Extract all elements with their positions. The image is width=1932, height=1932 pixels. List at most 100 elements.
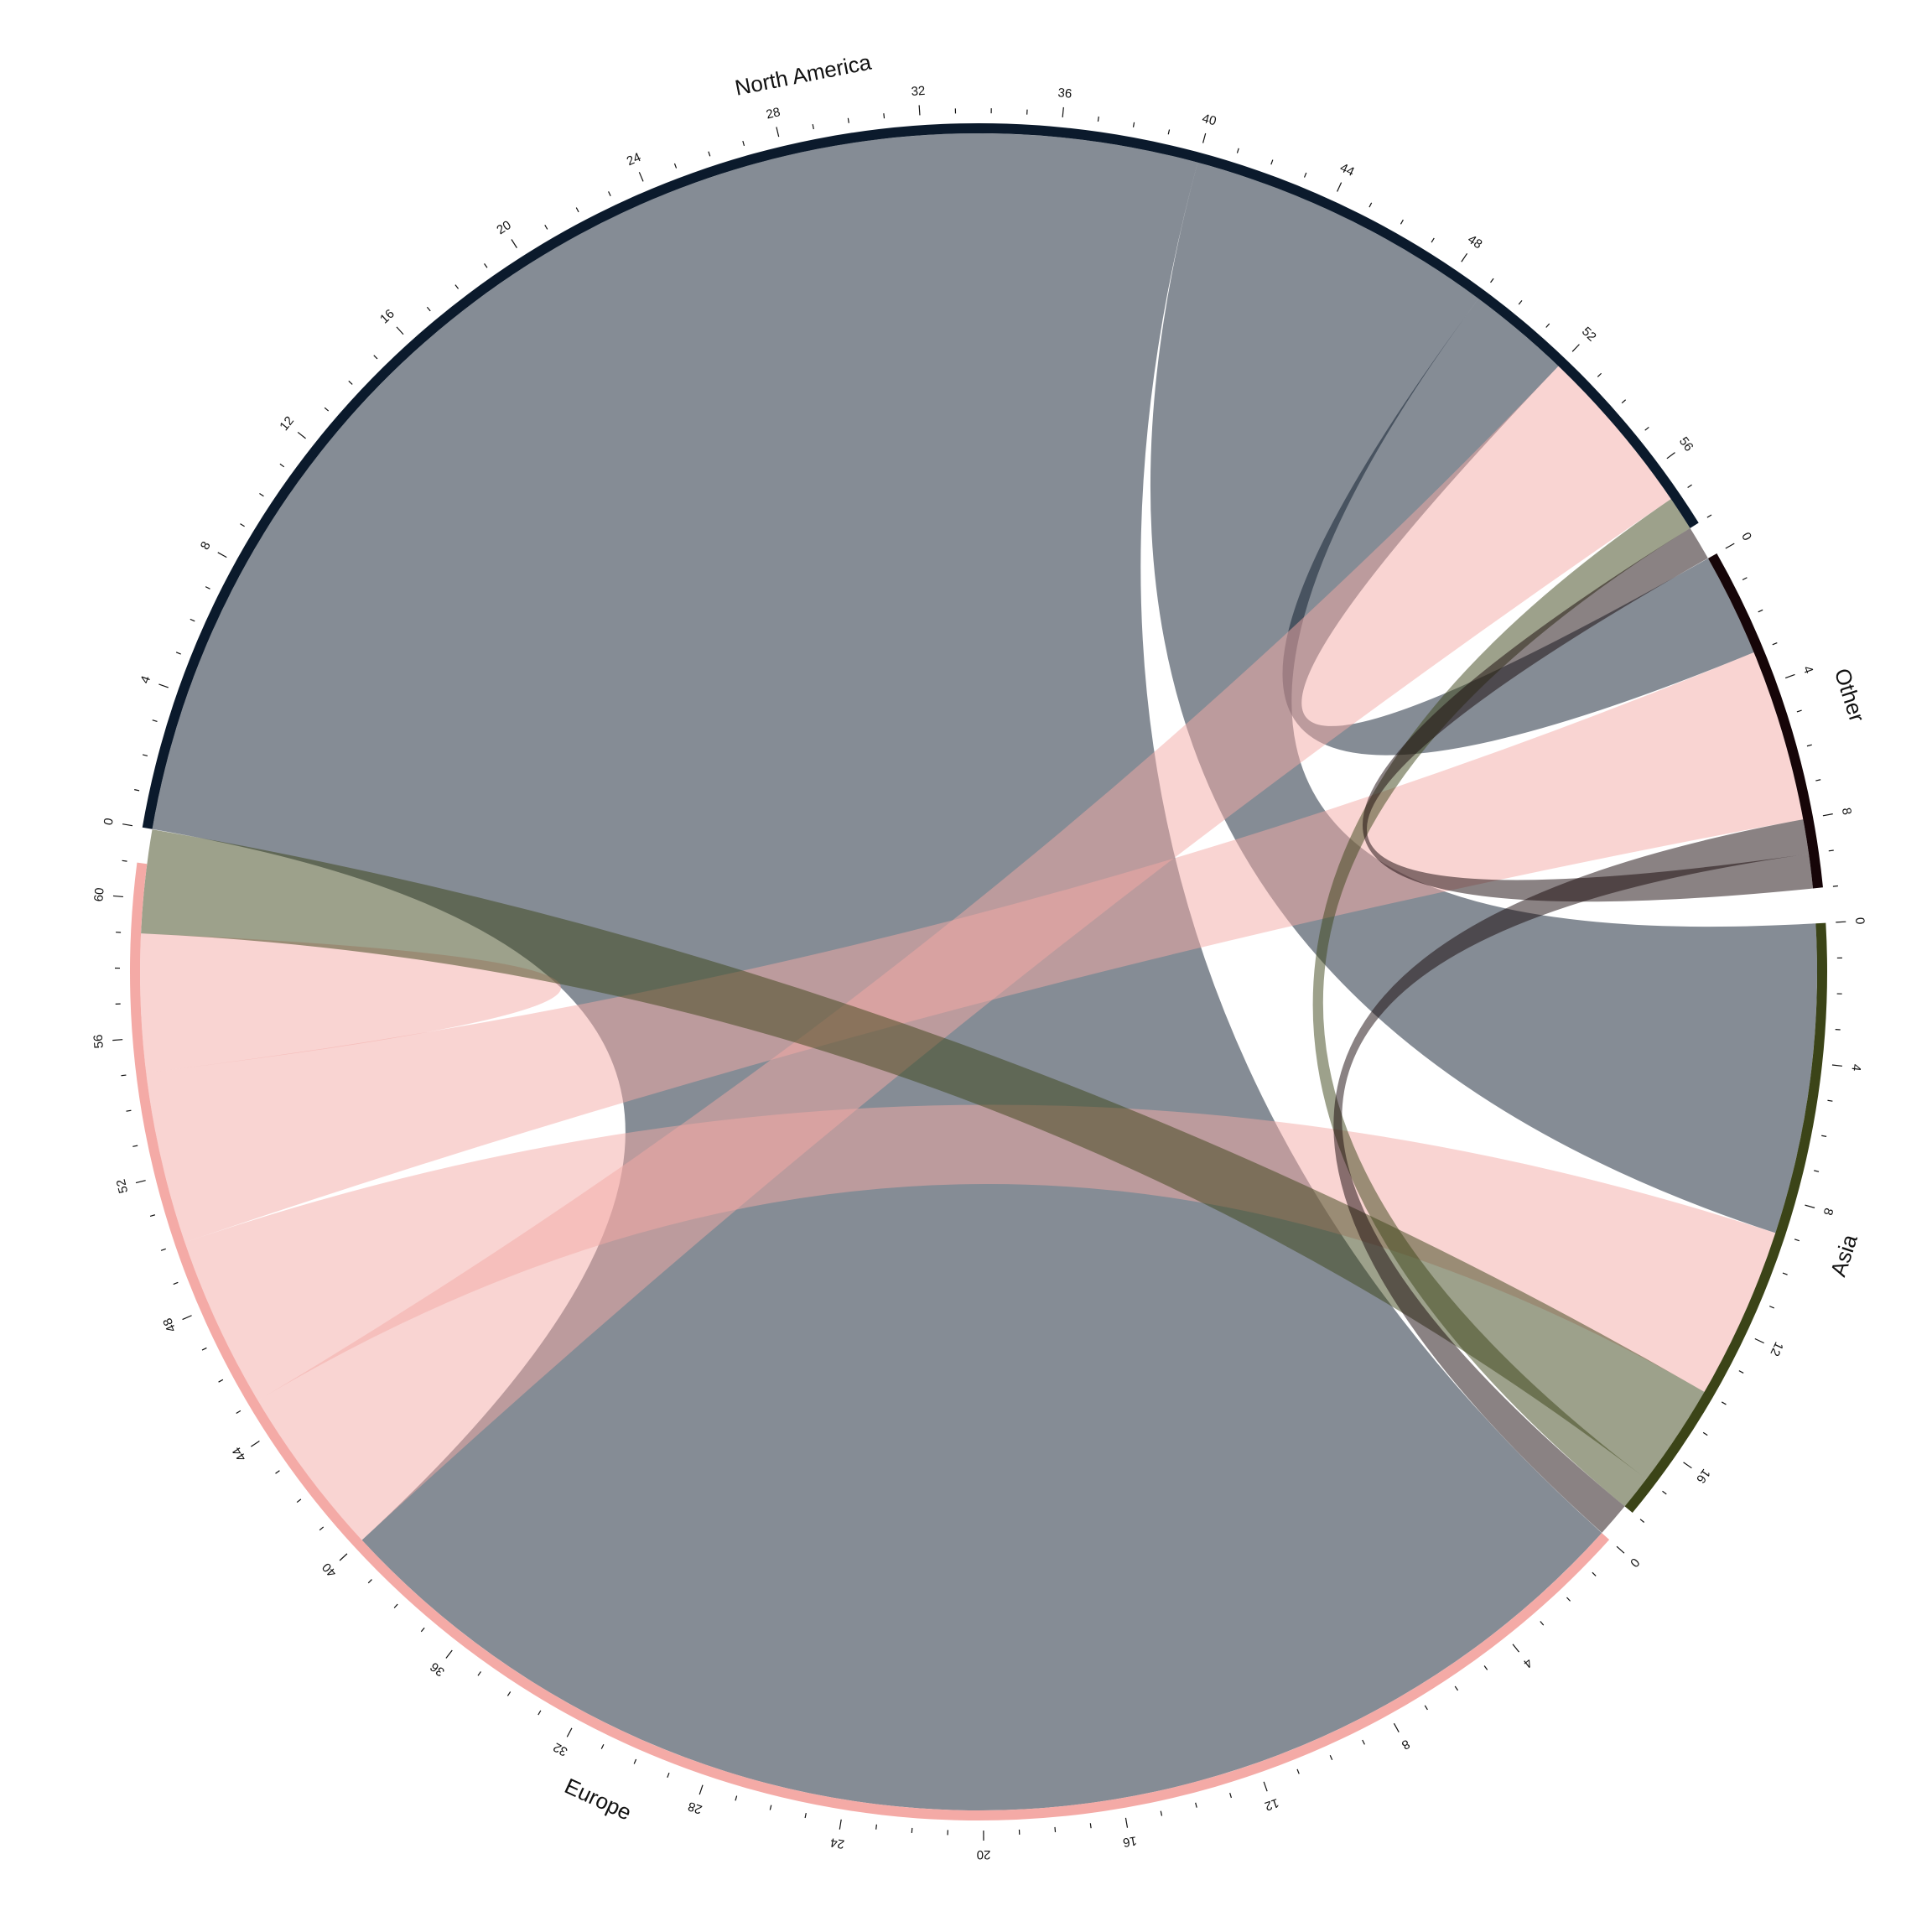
- tick-north-america-32: [918, 105, 921, 116]
- tick-europe-50: [160, 1248, 166, 1251]
- tick-label-north-america-28: 28: [765, 105, 782, 122]
- tick-north-america-5: [175, 652, 181, 655]
- tick-europe-23: [875, 1824, 877, 1830]
- tick-north-america-31: [883, 113, 886, 119]
- tick-other-7: [1815, 779, 1821, 782]
- tick-north-america-0: [122, 823, 133, 827]
- tick-label-north-america-40: 40: [1201, 112, 1218, 129]
- tick-asia-16: [1683, 1462, 1692, 1469]
- tick-north-america-39: [1167, 129, 1171, 135]
- tick-asia-18: [1639, 1519, 1645, 1523]
- link-north-america-to-asia-1: [1150, 162, 1817, 1233]
- tick-north-america-16: [396, 326, 404, 335]
- tick-label-europe-20: 20: [977, 1847, 991, 1862]
- tick-europe-46: [218, 1379, 224, 1383]
- tick-other-5: [1796, 709, 1802, 713]
- tick-label-europe-36: 36: [428, 1659, 448, 1680]
- tick-label-asia-12: 12: [1767, 1340, 1786, 1358]
- tick-europe-38: [393, 1603, 398, 1608]
- tick-europe-27: [735, 1795, 738, 1801]
- tick-europe-37: [420, 1627, 425, 1633]
- tick-north-america-47: [1431, 237, 1435, 243]
- tick-europe-31: [600, 1743, 605, 1749]
- tick-other-10: [1832, 885, 1838, 887]
- tick-label-north-america-56: 56: [1676, 434, 1696, 454]
- tick-label-europe-32: 32: [551, 1740, 570, 1759]
- tick-north-america-26: [708, 151, 711, 157]
- tick-label-north-america-8: 8: [198, 539, 214, 553]
- tick-europe-55: [121, 1074, 127, 1077]
- tick-label-other-4: 4: [1800, 664, 1816, 676]
- tick-north-america-50: [1518, 299, 1523, 305]
- tick-north-america-24: [638, 172, 644, 182]
- tick-north-america-36: [1062, 106, 1064, 117]
- tick-label-europe-24: 24: [829, 1835, 845, 1851]
- tick-north-america-22: [575, 207, 579, 213]
- tick-north-america-11: [279, 463, 285, 468]
- tick-asia-17: [1662, 1490, 1667, 1495]
- tick-north-america-2: [142, 754, 148, 757]
- tick-label-europe-52: 52: [114, 1177, 132, 1194]
- tick-label-north-america-4: 4: [138, 674, 153, 686]
- tick-north-america-20: [511, 239, 517, 248]
- tick-europe-43: [275, 1470, 280, 1474]
- tick-north-america-28: [776, 127, 780, 138]
- tick-asia-8: [1805, 1204, 1815, 1208]
- tick-asia-13: [1738, 1370, 1744, 1374]
- tick-label-europe-0: 0: [1627, 1555, 1642, 1570]
- tick-north-america-40: [1202, 132, 1207, 143]
- tick-asia-4: [1831, 1064, 1842, 1067]
- sector-asia: [1624, 922, 1828, 1514]
- tick-europe-1: [1592, 1571, 1597, 1576]
- tick-label-europe-44: 44: [230, 1445, 249, 1464]
- tick-north-america-55: [1644, 426, 1649, 431]
- tick-north-america-18: [454, 284, 460, 289]
- tick-europe-9: [1362, 1739, 1365, 1745]
- sector-label-asia: Asia: [1826, 1231, 1862, 1280]
- tick-north-america-4: [158, 683, 169, 688]
- tick-europe-33: [538, 1710, 542, 1716]
- tick-asia-9: [1794, 1239, 1800, 1242]
- tick-north-america-12: [297, 431, 306, 439]
- tick-north-america-49: [1490, 278, 1494, 283]
- tick-europe-14: [1195, 1802, 1197, 1808]
- tick-label-north-america-48: 48: [1465, 232, 1484, 252]
- tick-label-asia-4: 4: [1848, 1063, 1863, 1072]
- tick-label-north-america-16: 16: [377, 307, 397, 327]
- tick-europe-47: [201, 1347, 207, 1351]
- link-europe-to-europe-6: [139, 933, 562, 1073]
- tick-label-north-america-52: 52: [1579, 325, 1599, 345]
- tick-north-america-6: [190, 618, 195, 622]
- tick-europe-4: [1512, 1644, 1519, 1653]
- tick-europe-25: [804, 1813, 807, 1819]
- tick-label-europe-16: 16: [1122, 1833, 1138, 1850]
- tick-north-america-41: [1236, 148, 1239, 153]
- tick-north-america-51: [1545, 323, 1550, 328]
- link-other-to-north-america-10: [1362, 527, 1814, 902]
- tick-europe-45: [236, 1410, 242, 1414]
- tick-europe-26: [769, 1805, 772, 1810]
- tick-north-america-10: [259, 492, 264, 497]
- tick-label-north-america-36: 36: [1057, 86, 1072, 101]
- tick-europe-35: [477, 1671, 481, 1676]
- link-europe-to-other-5: [146, 652, 1804, 1243]
- tick-europe-18: [1054, 1826, 1057, 1832]
- tick-north-america-52: [1571, 344, 1580, 352]
- tick-north-america-57: [1687, 484, 1692, 488]
- tick-north-america-54: [1621, 399, 1627, 404]
- tick-label-asia-16: 16: [1693, 1466, 1712, 1485]
- tick-europe-44: [251, 1441, 260, 1447]
- sector-label-other: Other: [1830, 665, 1870, 724]
- tick-north-america-8: [217, 552, 227, 558]
- tick-north-america-14: [348, 380, 353, 385]
- tick-other-8: [1822, 813, 1833, 817]
- tick-north-america-19: [484, 263, 488, 268]
- tick-label-europe-56: 56: [91, 1034, 106, 1049]
- tick-label-north-america-12: 12: [277, 413, 297, 434]
- tick-north-america-48: [1461, 252, 1468, 262]
- tick-north-america-21: [544, 224, 548, 230]
- tick-asia-15: [1702, 1431, 1708, 1436]
- tick-label-other-0: 0: [1738, 530, 1754, 543]
- tick-label-asia-8: 8: [1820, 1207, 1836, 1218]
- sector-label-north-america: North America: [733, 49, 874, 101]
